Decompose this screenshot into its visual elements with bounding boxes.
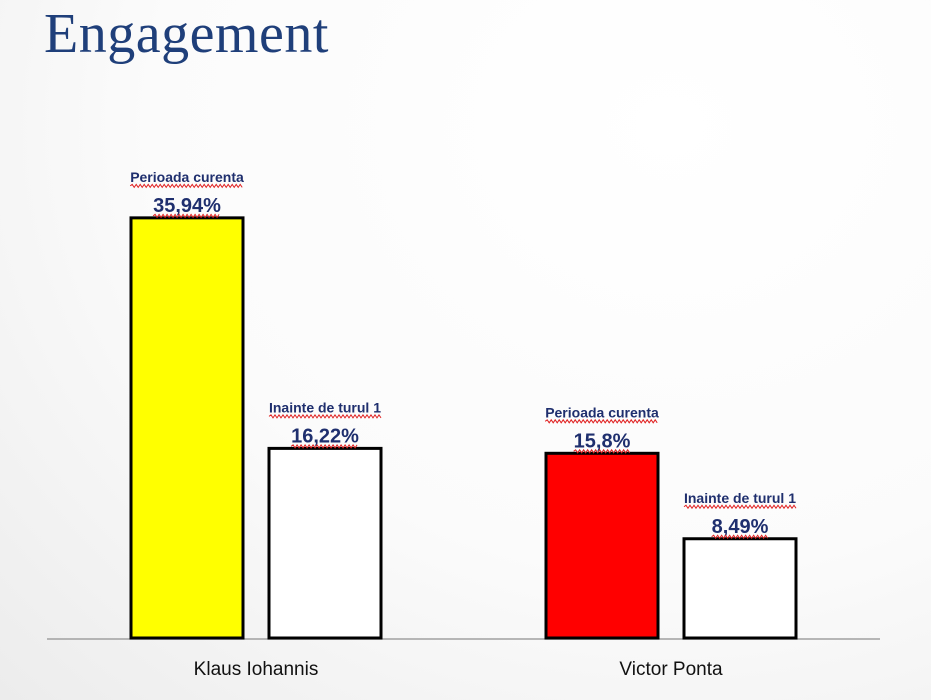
bar-before-round1-1	[682, 537, 798, 640]
data-label-value: 16,22%	[291, 425, 359, 447]
data-label-series: Inainte de turul 1	[269, 399, 381, 415]
spellcheck-underline	[268, 413, 382, 419]
bar-current-1	[544, 451, 660, 640]
data-label-value: 35,94%	[153, 195, 221, 217]
data-label-series: Perioada curenta	[130, 169, 244, 185]
category-label-1: Victor Ponta	[619, 659, 723, 680]
spellcheck-underline	[544, 418, 658, 424]
spellcheck-underline	[711, 534, 769, 540]
data-label-value: 8,49%	[712, 516, 769, 538]
data-label-value: 15,8%	[574, 430, 631, 452]
spellcheck-underline	[573, 448, 631, 454]
spellcheck-underline	[152, 213, 220, 219]
bar-before-round1-0	[267, 446, 383, 640]
slide-title: Engagement	[44, 3, 329, 65]
spellcheck-underline	[290, 443, 358, 449]
spellcheck-underline	[683, 504, 797, 510]
data-label-series: Perioada curenta	[545, 404, 659, 420]
bar-current-0	[129, 216, 245, 640]
data-label-series: Inainte de turul 1	[684, 490, 796, 506]
category-label-0: Klaus Iohannis	[194, 659, 319, 680]
spellcheck-underline	[129, 183, 243, 189]
